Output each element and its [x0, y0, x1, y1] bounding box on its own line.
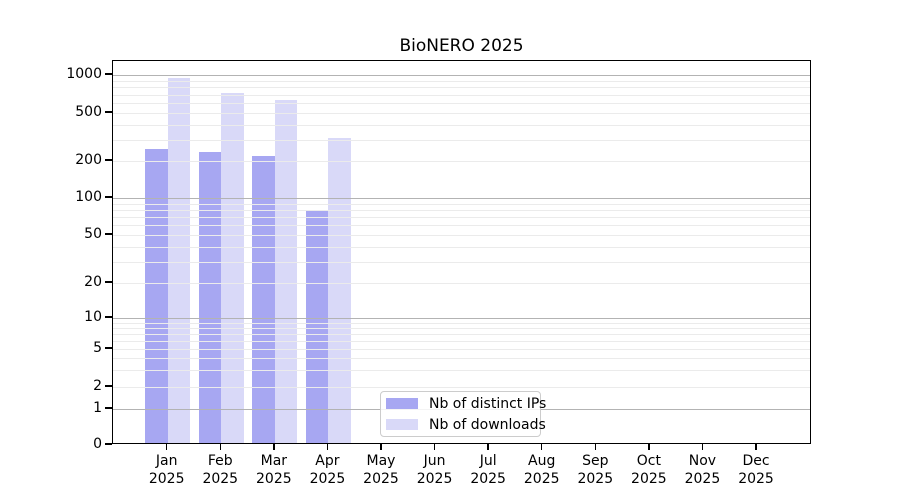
gridline-minor-30 — [113, 261, 810, 263]
x-tick-label-sep: Sep 2025 — [577, 453, 614, 487]
gridline-minor-40 — [113, 246, 810, 248]
gridline-minor-20 — [113, 283, 810, 284]
y-tick-label-50: 50 — [84, 226, 102, 242]
x-tick-may — [380, 444, 382, 450]
x-tick-mar — [273, 444, 275, 450]
bar-nb-of-downloads-mar — [274, 100, 298, 443]
x-tick-aug — [541, 444, 543, 450]
bar-nb-of-downloads-apr — [328, 138, 351, 443]
y-tick-label-200: 200 — [75, 152, 102, 168]
x-tick-label-nov: Nov 2025 — [684, 453, 721, 487]
x-tick-label-jan: Jan 2025 — [148, 453, 185, 487]
bar-nb-of-distinct-ips-apr — [306, 211, 329, 443]
gridline-minor-80 — [113, 209, 810, 211]
x-tick-label-dec: Dec 2025 — [738, 453, 774, 487]
gridline-minor-300 — [113, 139, 810, 141]
gridline-minor-50 — [113, 235, 810, 236]
gridline-minor-5 — [113, 349, 810, 350]
y-tick-label-5: 5 — [93, 340, 102, 356]
y-tick-100 — [105, 196, 112, 198]
x-tick-label-apr: Apr 2025 — [309, 453, 346, 487]
bar-nb-of-distinct-ips-feb — [198, 152, 222, 443]
legend: Nb of distinct IPs Nb of downloads — [380, 391, 546, 437]
gridline-minor-70 — [113, 217, 810, 219]
x-tick-label-oct: Oct 2025 — [631, 453, 667, 487]
y-tick-0 — [105, 443, 112, 445]
legend-swatch-downloads — [386, 419, 418, 430]
gridline-minor-400 — [113, 124, 810, 126]
y-tick-label-1: 1 — [93, 400, 102, 416]
gridline-minor-500 — [113, 113, 810, 114]
x-tick-apr — [326, 444, 329, 450]
y-tick-2 — [105, 385, 112, 387]
gridline-minor-800 — [113, 87, 810, 89]
y-tick-1 — [105, 407, 112, 409]
gridline-minor-4 — [113, 358, 810, 360]
x-tick-label-may: May 2025 — [363, 453, 399, 487]
gridline-minor-90 — [113, 203, 810, 205]
gridline-minor-3 — [113, 370, 810, 372]
x-tick-label-mar: Mar 2025 — [256, 453, 292, 487]
x-tick-label-jun: Jun 2025 — [416, 453, 453, 487]
x-tick-jun — [433, 444, 436, 450]
y-tick-500 — [105, 111, 112, 113]
y-tick-50 — [105, 233, 112, 235]
gridline-minor-60 — [113, 225, 810, 227]
gridline-minor-900 — [113, 80, 810, 82]
bar-nb-of-downloads-feb — [221, 93, 244, 443]
x-tick-label-jul: Jul 2025 — [470, 453, 506, 487]
y-tick-label-20: 20 — [84, 274, 102, 290]
y-tick-label-500: 500 — [75, 104, 102, 120]
y-tick-10 — [105, 316, 112, 318]
y-tick-20 — [105, 281, 112, 283]
plot-area — [112, 60, 811, 444]
legend-label-distinct-ips: Nb of distinct IPs — [429, 395, 547, 412]
y-tick-label-1000: 1000 — [66, 66, 102, 82]
legend-item-distinct-ips: Nb of distinct IPs — [386, 396, 546, 412]
bar-nb-of-distinct-ips-jan — [145, 149, 168, 443]
y-tick-label-0: 0 — [93, 436, 102, 452]
gridline-major-100 — [113, 198, 810, 199]
gridline-minor-8 — [113, 327, 810, 329]
gridline-minor-200 — [113, 161, 810, 162]
legend-swatch-distinct-ips — [386, 398, 418, 409]
gridline-minor-700 — [113, 94, 810, 96]
x-tick-nov — [701, 444, 704, 450]
gridline-major-1000 — [113, 75, 810, 76]
gridline-minor-9 — [113, 322, 810, 324]
x-tick-dec — [755, 444, 757, 450]
gridline-minor-7 — [113, 333, 810, 335]
y-tick-label-10: 10 — [84, 309, 102, 325]
y-tick-200 — [105, 159, 112, 161]
bar-nb-of-distinct-ips-mar — [252, 156, 275, 443]
gridline-major-10 — [113, 318, 810, 319]
x-tick-feb — [219, 444, 221, 450]
gridline-minor-6 — [113, 340, 810, 342]
y-tick-5 — [105, 347, 112, 349]
x-tick-jan — [166, 444, 168, 450]
legend-item-downloads: Nb of downloads — [386, 417, 546, 433]
y-tick-label-100: 100 — [75, 189, 102, 205]
gridline-minor-2 — [113, 387, 810, 388]
x-tick-jul — [487, 444, 489, 450]
x-tick-oct — [648, 444, 650, 450]
x-tick-sep — [594, 444, 596, 450]
y-tick-1000 — [105, 73, 112, 75]
x-tick-label-aug: Aug 2025 — [523, 453, 560, 487]
y-tick-label-2: 2 — [93, 378, 102, 394]
bar-nb-of-downloads-jan — [167, 78, 191, 443]
chart-title: BioNERO 2025 — [399, 36, 524, 56]
gridline-minor-600 — [113, 103, 810, 104]
x-tick-label-feb: Feb 2025 — [202, 453, 239, 487]
legend-label-downloads: Nb of downloads — [429, 416, 546, 433]
